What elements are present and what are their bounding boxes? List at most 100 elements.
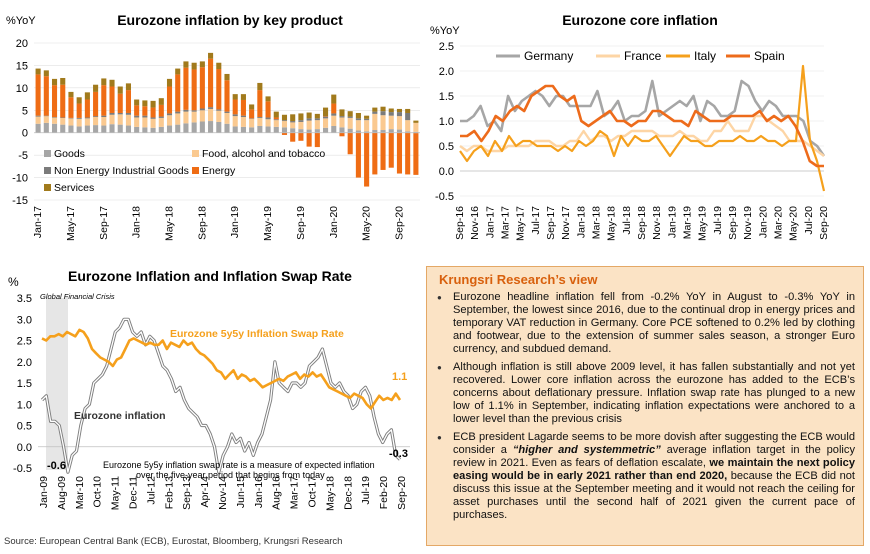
chart1-bar-segment [388,112,394,116]
chart1-bar-segment [166,115,173,126]
chart3-x-tick-label: Mar-10 [74,476,86,509]
chart1-legend-label: Non Energy Industrial Goods [54,165,189,177]
chart1-x-tick-label: May-18 [164,206,176,241]
chart2-x-tick-label: Sep-16 [454,206,466,240]
chart1-x-tick-label: Jan-18 [131,206,143,238]
chart1-y-unit: %YoY [6,15,36,27]
chart1-bar-segment [281,114,288,121]
chart1-bar-segment [355,130,361,133]
chart1-bar-segment [281,127,288,133]
chart1-bar-segment [249,118,255,128]
chart1-bar-segment [224,111,230,113]
chart1-bar-segment [199,61,205,68]
bullet-text-segment: “higher and systemmetric” [512,444,661,456]
chart2-x-tick-label: Sep-17 [545,206,557,240]
chart2-y-tick-label: 2.0 [439,66,454,78]
chart1-bar-segment [257,125,263,133]
chart1-bar-segment [314,118,320,121]
bullet-text-segment: we maintain the next policy easing would… [453,457,855,482]
chart1-bar-segment [68,91,74,98]
chart1-bar-segment [380,111,386,116]
chart1-bar-segment [199,121,205,133]
chart1-bar-segment [199,110,205,122]
chart1-bar-segment [35,68,41,75]
chart1-bar-segment [396,129,403,133]
chart1-bar-segment [43,122,49,133]
chart1-bar-segment [273,111,279,118]
chart3-y-tick-label: 0.0 [17,442,32,454]
chart1-bar-segment [364,131,370,133]
chart2-title: Eurozone core inflation [562,12,718,28]
chart1-bar-segment [331,94,337,104]
chart1-bar-segment [265,126,271,133]
chart1-bar-segment [323,116,329,117]
chart1-bar-segment [35,123,41,133]
chart1-y-tick-label: 15 [16,60,28,72]
chart1-bar-segment [339,116,345,118]
chart1-bar-segment [134,115,140,118]
chart1-bar-segment [298,120,304,122]
chart1-bar-segment [380,132,386,170]
chart1-bar-segment [413,122,419,132]
chart1-bar-segment [364,118,370,121]
chart1-bar-segment [265,101,271,118]
chart2-x-tick-label: Sep-19 [727,206,739,240]
chart2-series-line-italy [459,64,826,192]
chart1-bar-segment [314,129,320,133]
chart1-bar-segment [364,132,370,187]
chart1-x-tick-label: Sep-20 [393,206,405,240]
chart3-y-tick-label: 1.0 [17,399,32,411]
research-view-title: Krungsri Research’s view [439,272,598,287]
chart1-bar-segment [43,70,49,77]
chart1-bar-segment [331,115,337,126]
chart1-y-tick-label: 0 [22,128,28,140]
chart1-bar-segment [208,107,214,109]
chart1-bar-segment [413,133,419,175]
chart1-bar-segment [166,78,173,87]
chart3-label-end-inflation: -0.3 [389,448,408,460]
chart1-bar-segment [183,109,189,112]
chart1-bar-segment [125,114,131,126]
chart1-bar-segment [413,131,419,133]
chart1-bar-segment [249,104,255,110]
chart1-bar-segment [84,99,90,118]
chart1-bar-segment [125,90,131,113]
chart1-bar-segment [199,67,205,109]
chart1-bar-segment [93,84,99,92]
chart1-bar-segment [364,120,370,132]
chart1-bar-segment [125,112,131,115]
chart3-title: Eurozone Inflation and Inflation Swap Ra… [68,268,352,284]
chart1-bar-segment [117,124,123,133]
chart1-bar-segment [290,128,296,133]
chart3-crisis-shade [46,298,68,470]
bullet-text-segment: because the ECB did not discuss this iss… [453,470,856,521]
chart2-legend-label: Italy [694,49,716,63]
chart1-x-tick-label: Sep-18 [196,206,208,240]
chart3-line-chart: 3.5 3.0 2.5 2.0 1.5 1.0 0.5 0.0 -0.5% Global Fina… [8,275,410,511]
chart1-bar-segment [323,116,329,119]
chart2-x-tick-label: Nov-16 [469,206,481,240]
chart2-legend-label: Spain [754,49,785,63]
chart1-y-tick-label: -5 [18,150,28,162]
chart1-x-tick-label: Jan-17 [32,206,44,238]
chart1-bar-segment [331,113,337,116]
chart1-bar-segment [257,90,263,118]
chart1-legend-swatch [192,167,199,174]
chart1-x-tick-label: Jan-20 [328,206,340,238]
chart1-x-tick-label: Sep-19 [295,206,307,240]
chart2-y-unit: %YoY [430,25,460,37]
chart2-x-tick-label: Mar-17 [500,206,512,239]
chart1-bar-segment [93,117,99,126]
chart1-bar-segment [76,117,82,119]
chart1-bar-segment [158,126,164,133]
chart2-y-tick-label: 0.0 [439,166,454,178]
chart3-y-tick-label: 2.0 [17,357,32,369]
chart3-y-tick-label: 2.5 [17,336,32,348]
chart3-x-tick-label: Oct-17 [307,476,319,508]
chart1-bar-segment [306,112,312,119]
chart1-bar-segment [199,108,205,111]
chart1-bar-segment [396,112,403,117]
chart1-bar-segment [331,103,337,114]
chart2-line-chart: 2.5 2.0 1.5 1.0 0.5 0.0 -0.5 %YoY Germany France I… [430,25,830,241]
chart1-bar-segment [109,86,115,113]
